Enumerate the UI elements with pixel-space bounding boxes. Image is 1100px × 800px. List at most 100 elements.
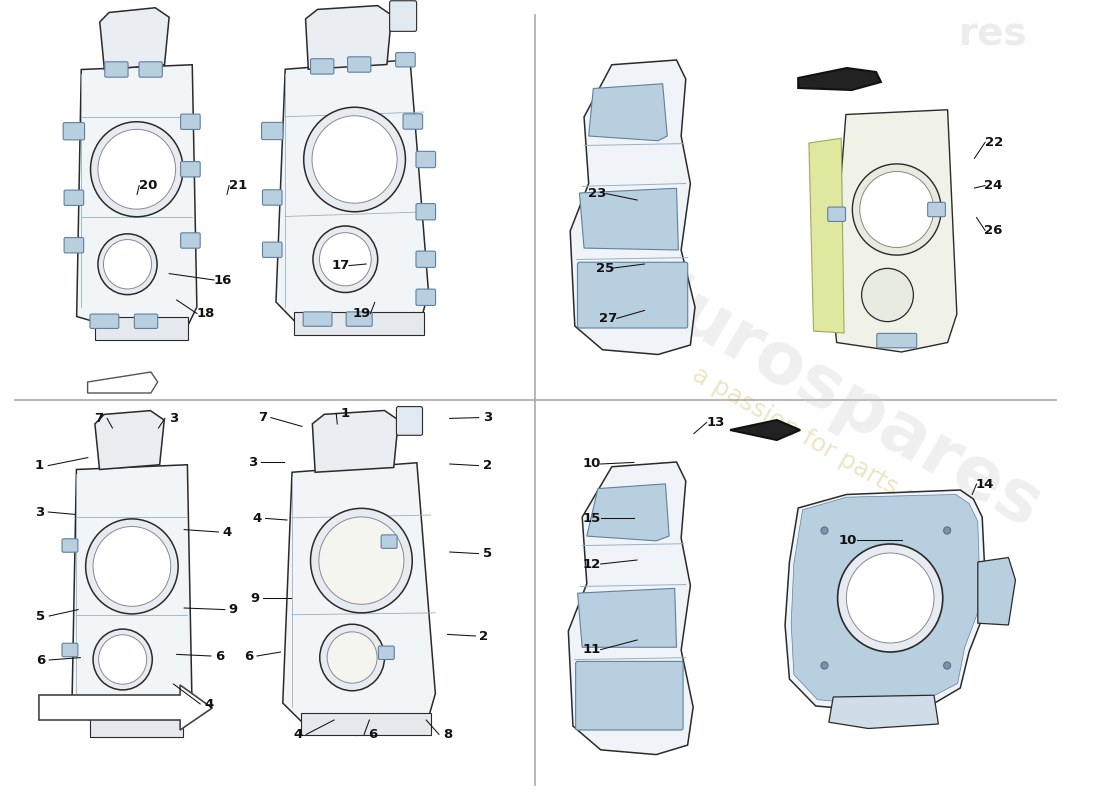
Polygon shape (808, 138, 844, 333)
Circle shape (319, 233, 371, 286)
FancyBboxPatch shape (389, 1, 417, 31)
FancyBboxPatch shape (90, 314, 119, 329)
Text: 3: 3 (35, 506, 44, 518)
Circle shape (304, 107, 406, 212)
Polygon shape (578, 588, 676, 647)
Circle shape (846, 553, 934, 643)
Circle shape (944, 527, 950, 534)
Text: 14: 14 (976, 478, 994, 490)
FancyBboxPatch shape (104, 62, 128, 77)
FancyBboxPatch shape (416, 151, 436, 168)
Text: 3: 3 (483, 411, 492, 424)
Polygon shape (39, 685, 212, 730)
Polygon shape (295, 311, 424, 335)
Text: 4: 4 (222, 526, 232, 538)
Text: 9: 9 (251, 592, 260, 605)
Circle shape (319, 517, 404, 604)
Text: 3: 3 (249, 456, 257, 469)
Text: 1: 1 (35, 459, 44, 472)
Polygon shape (799, 68, 881, 90)
Polygon shape (580, 188, 679, 250)
Circle shape (852, 164, 942, 255)
FancyBboxPatch shape (416, 251, 436, 267)
Polygon shape (72, 465, 192, 735)
Text: 21: 21 (229, 179, 246, 192)
Text: 18: 18 (197, 307, 215, 320)
FancyBboxPatch shape (396, 53, 415, 67)
Text: 2: 2 (483, 459, 492, 472)
FancyBboxPatch shape (63, 122, 85, 140)
FancyBboxPatch shape (382, 535, 397, 548)
Text: 7: 7 (94, 412, 103, 425)
FancyBboxPatch shape (180, 162, 200, 177)
Text: 5: 5 (36, 610, 45, 622)
Polygon shape (276, 60, 429, 335)
Circle shape (86, 519, 178, 614)
FancyBboxPatch shape (180, 233, 200, 248)
Circle shape (94, 526, 170, 606)
FancyBboxPatch shape (416, 204, 436, 220)
Text: 15: 15 (583, 512, 602, 525)
Circle shape (94, 629, 152, 690)
FancyBboxPatch shape (64, 190, 84, 206)
FancyBboxPatch shape (64, 238, 84, 253)
Text: 2: 2 (480, 630, 488, 642)
Text: 25: 25 (596, 262, 614, 274)
FancyBboxPatch shape (262, 122, 283, 140)
Text: 19: 19 (353, 307, 371, 320)
Circle shape (103, 239, 152, 289)
Polygon shape (570, 60, 695, 354)
Text: 7: 7 (257, 411, 267, 424)
Polygon shape (586, 484, 669, 541)
Circle shape (944, 662, 950, 669)
Circle shape (312, 116, 397, 203)
Circle shape (98, 234, 157, 294)
FancyBboxPatch shape (828, 207, 846, 222)
Text: 22: 22 (984, 136, 1003, 149)
Polygon shape (978, 558, 1015, 625)
Circle shape (860, 171, 934, 247)
FancyBboxPatch shape (396, 406, 422, 435)
FancyBboxPatch shape (927, 202, 945, 217)
FancyBboxPatch shape (62, 643, 78, 657)
Polygon shape (730, 420, 800, 440)
Polygon shape (96, 317, 188, 340)
Polygon shape (785, 490, 987, 710)
FancyBboxPatch shape (62, 538, 78, 552)
Text: 10: 10 (583, 458, 602, 470)
FancyBboxPatch shape (416, 289, 436, 306)
Text: res: res (958, 16, 1027, 54)
Text: 20: 20 (139, 179, 157, 192)
Polygon shape (569, 462, 693, 754)
Text: 5: 5 (483, 547, 492, 560)
FancyBboxPatch shape (310, 58, 333, 74)
Text: 12: 12 (583, 558, 602, 570)
Polygon shape (588, 84, 668, 141)
Polygon shape (88, 372, 157, 393)
Polygon shape (829, 695, 938, 729)
Polygon shape (832, 110, 957, 352)
Text: 16: 16 (213, 274, 232, 286)
Text: 9: 9 (229, 603, 238, 616)
Polygon shape (791, 494, 980, 704)
FancyBboxPatch shape (263, 190, 282, 205)
Text: 17: 17 (331, 259, 350, 272)
FancyBboxPatch shape (578, 262, 688, 328)
Text: 4: 4 (293, 728, 303, 741)
Circle shape (310, 508, 412, 613)
Circle shape (821, 662, 828, 669)
FancyBboxPatch shape (877, 334, 916, 348)
Text: a passion for parts since...: a passion for parts since... (688, 362, 987, 548)
Text: 27: 27 (600, 312, 617, 325)
Text: 26: 26 (984, 224, 1003, 237)
FancyBboxPatch shape (378, 646, 394, 659)
Text: 10: 10 (839, 534, 857, 546)
Polygon shape (306, 6, 392, 70)
Text: 6: 6 (368, 728, 377, 741)
FancyBboxPatch shape (139, 62, 163, 77)
Text: 23: 23 (588, 187, 607, 200)
FancyBboxPatch shape (403, 114, 422, 129)
Text: 24: 24 (984, 179, 1003, 192)
Circle shape (327, 632, 377, 683)
Circle shape (821, 527, 828, 534)
